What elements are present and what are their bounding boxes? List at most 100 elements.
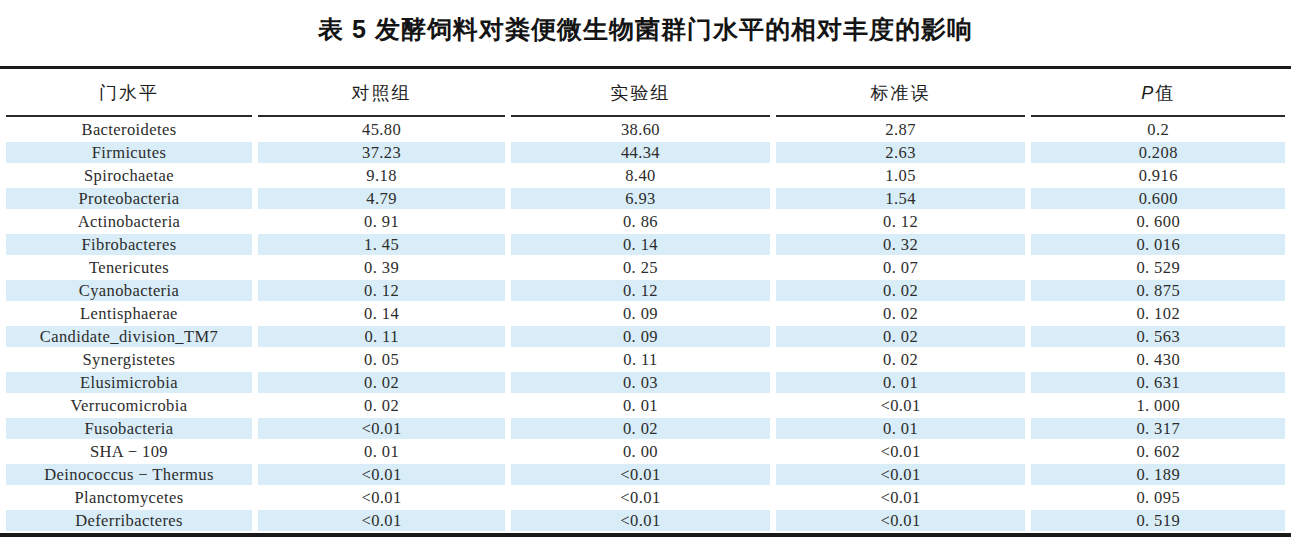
table-row: Proteobacteria 4.79 6.93 1.540.600	[6, 188, 1285, 209]
table-row: Bacteroidetes45.8038.602.870.2	[6, 119, 1285, 140]
experiment-value-cell: 0. 01	[511, 395, 770, 416]
se-value-cell: <0.01	[776, 487, 1026, 508]
p-value-cell: 0. 095	[1031, 487, 1285, 508]
p-value-cell: 0.916	[1031, 165, 1285, 186]
p-value-cell: 0. 016	[1031, 234, 1285, 255]
p-value-cell: 0. 519	[1031, 510, 1285, 531]
data-table: 门水平 对照组 实验组 标准误 P值 Bacteroidetes45.8038.…	[0, 69, 1291, 533]
se-value-cell: 0. 12	[776, 211, 1026, 232]
phylum-cell: Cyanobacteria	[6, 280, 252, 301]
header-row: 门水平 对照组 实验组 标准误 P值	[6, 71, 1285, 117]
se-value-cell: 0. 01	[776, 372, 1026, 393]
se-value-cell: 0. 02	[776, 303, 1026, 324]
experiment-value-cell: 0. 00	[511, 441, 770, 462]
se-value-cell: 2.63	[776, 142, 1026, 163]
table-row: Elusimicrobia0. 020. 030. 010. 631	[6, 372, 1285, 393]
control-value-cell: 0. 02	[258, 372, 505, 393]
table-row: Verrucomicrobia 0. 02 0. 01 <0.011. 000	[6, 395, 1285, 416]
p-value-symbol: P	[1141, 83, 1155, 103]
table-row: Cyanobacteria 0. 12 0. 12 0. 020. 875	[6, 280, 1285, 301]
experiment-value-cell: 0. 09	[511, 326, 770, 347]
phylum-cell: Verrucomicrobia	[6, 395, 252, 416]
se-value-cell: 0. 07	[776, 257, 1026, 278]
p-value-cell: 0.600	[1031, 188, 1285, 209]
p-value-cell: 0. 563	[1031, 326, 1285, 347]
control-value-cell: <0.01	[258, 487, 505, 508]
table-row: Deinococcus − Thermus<0.01<0.01<0.010. 1…	[6, 464, 1285, 485]
control-value-cell: 0. 11	[258, 326, 505, 347]
control-value-cell: 0. 39	[258, 257, 505, 278]
table-container: 门水平 对照组 实验组 标准误 P值 Bacteroidetes45.8038.…	[0, 66, 1291, 537]
control-value-cell: 37.23	[258, 142, 505, 163]
control-value-cell: 0. 01	[258, 441, 505, 462]
phylum-cell: Elusimicrobia	[6, 372, 252, 393]
se-value-cell: 2.87	[776, 119, 1026, 140]
se-value-cell: <0.01	[776, 510, 1026, 531]
table-row: Fusobacteria <0.01 0. 02 0. 010. 317	[6, 418, 1285, 439]
control-value-cell: 45.80	[258, 119, 505, 140]
table-title: 表 5 发酵饲料对粪便微生物菌群门水平的相对丰度的影响	[0, 0, 1291, 66]
phylum-cell: Bacteroidetes	[6, 119, 252, 140]
phylum-cell: Deinococcus − Thermus	[6, 464, 252, 485]
table-row: SHA − 109 0. 01 0. 00 <0.010. 602	[6, 441, 1285, 462]
se-value-cell: 1.05	[776, 165, 1026, 186]
table-row: Lentisphaerae 0. 14 0. 09 0. 020. 102	[6, 303, 1285, 324]
se-value-cell: <0.01	[776, 395, 1026, 416]
experiment-value-cell: 0. 86	[511, 211, 770, 232]
table-row: Fibrobacteres1. 450. 140. 320. 016	[6, 234, 1285, 255]
phylum-cell: Lentisphaerae	[6, 303, 252, 324]
control-value-cell: 0. 12	[258, 280, 505, 301]
se-value-cell: 0. 02	[776, 326, 1026, 347]
phylum-cell: Spirochaetae	[6, 165, 252, 186]
phylum-cell: Synergistetes	[6, 349, 252, 370]
experiment-value-cell: <0.01	[511, 510, 770, 531]
control-value-cell: 0. 91	[258, 211, 505, 232]
se-value-cell: 0. 02	[776, 280, 1026, 301]
p-value-cell: 0. 102	[1031, 303, 1285, 324]
phylum-cell: Candidate_division_TM7	[6, 326, 252, 347]
phylum-cell: Proteobacteria	[6, 188, 252, 209]
control-value-cell: 0. 14	[258, 303, 505, 324]
experiment-value-cell: 0. 25	[511, 257, 770, 278]
control-value-cell: <0.01	[258, 418, 505, 439]
phylum-cell: Deferribacteres	[6, 510, 252, 531]
table-body: Bacteroidetes45.8038.602.870.2Firmicutes…	[6, 119, 1285, 531]
se-value-cell: <0.01	[776, 464, 1026, 485]
table-row: Actinobacteria0. 910. 860. 120. 600	[6, 211, 1285, 232]
p-value-cell: 0. 430	[1031, 349, 1285, 370]
experiment-value-cell: 0. 03	[511, 372, 770, 393]
experiment-value-cell: <0.01	[511, 464, 770, 485]
p-value-cell: 0. 317	[1031, 418, 1285, 439]
table-row: Spirochaetae9.188.401.050.916	[6, 165, 1285, 186]
p-value-cell: 0. 600	[1031, 211, 1285, 232]
control-value-cell: 9.18	[258, 165, 505, 186]
p-value-cell: 0. 875	[1031, 280, 1285, 301]
experiment-value-cell: 0. 11	[511, 349, 770, 370]
phylum-cell: Tenericutes	[6, 257, 252, 278]
phylum-cell: Fibrobacteres	[6, 234, 252, 255]
p-value-cell: 0. 602	[1031, 441, 1285, 462]
control-value-cell: 4.79	[258, 188, 505, 209]
se-value-cell: 0. 01	[776, 418, 1026, 439]
experiment-value-cell: 44.34	[511, 142, 770, 163]
phylum-cell: SHA − 109	[6, 441, 252, 462]
experiment-value-cell: <0.01	[511, 487, 770, 508]
se-value-cell: <0.01	[776, 441, 1026, 462]
col-header-experiment-group: 实验组	[511, 71, 770, 117]
p-value-suffix: 值	[1155, 83, 1175, 103]
experiment-value-cell: 0. 12	[511, 280, 770, 301]
col-header-p-value: P值	[1031, 71, 1285, 117]
experiment-value-cell: 0. 14	[511, 234, 770, 255]
table-row: Candidate_division_TM7 0. 11 0. 09 0. 020. …	[6, 326, 1285, 347]
experiment-value-cell: 0. 02	[511, 418, 770, 439]
col-header-standard-error: 标准误	[776, 71, 1026, 117]
experiment-value-cell: 0. 09	[511, 303, 770, 324]
p-value-cell: 0. 529	[1031, 257, 1285, 278]
experiment-value-cell: 6.93	[511, 188, 770, 209]
phylum-cell: Fusobacteria	[6, 418, 252, 439]
table-row: Planctomycetes<0.01<0.01<0.010. 095	[6, 487, 1285, 508]
se-value-cell: 1.54	[776, 188, 1026, 209]
control-value-cell: <0.01	[258, 464, 505, 485]
p-value-cell: 1. 000	[1031, 395, 1285, 416]
control-value-cell: 0. 02	[258, 395, 505, 416]
